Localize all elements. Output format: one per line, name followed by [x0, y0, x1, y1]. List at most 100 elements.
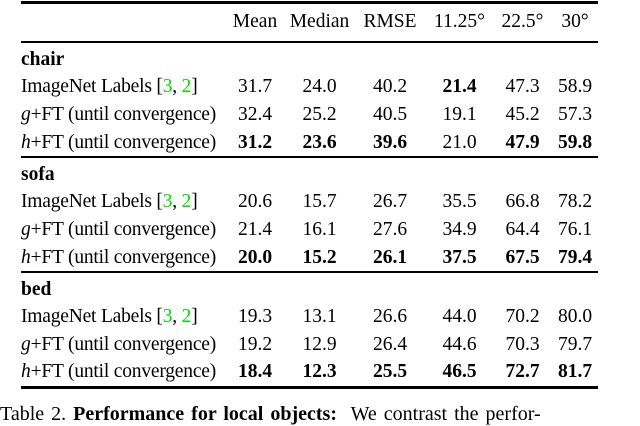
section-header-row: chair — [21, 42, 598, 73]
citation-bracket: ] — [191, 76, 198, 97]
metric-value: 44.0 — [442, 306, 477, 327]
metric-value: 66.8 — [505, 191, 540, 212]
metric-value: 19.3 — [237, 306, 273, 327]
metric-value: 47.3 — [505, 76, 540, 97]
method-text: +FT (until convergence) — [30, 361, 217, 383]
metric-value: 31.2 — [237, 131, 273, 153]
metric-value: 26.6 — [372, 306, 408, 327]
table-row: ImageNet Labels [3, 2] 20.6 15.7 26.7 35.5 66… — [21, 188, 598, 216]
method-text: +FT (until convergence) — [30, 246, 217, 268]
metric-value: 34.9 — [442, 219, 477, 240]
metric-value: 27.6 — [372, 219, 408, 240]
metric-value: 72.7 — [505, 361, 540, 383]
metric-value: 13.1 — [302, 306, 337, 327]
method-text: +FT (until convergence) — [30, 104, 217, 125]
method-label: ImageNet Labels [3, 2] — [21, 303, 225, 331]
column-header-mean: Mean — [225, 2, 285, 43]
table-row: h+FT (until convergence) 31.2 23.6 39.6 21.0… — [21, 129, 598, 157]
metric-value: 79.7 — [557, 334, 593, 355]
citation-separator: , — [172, 306, 182, 327]
metric-value: 25.5 — [372, 361, 408, 383]
math-symbol: g — [21, 334, 31, 355]
section-sofa: sofa ImageNet Labels [3, 2] 20.6 15.7 26.7 35… — [21, 157, 598, 272]
section-name-chair: chair — [21, 49, 65, 70]
metric-value: 32.4 — [237, 104, 273, 125]
results-table-container: Mean Median RMSE 11.25° 22.5° 30° chair I… — [21, 1, 598, 389]
metric-value: 16.1 — [302, 219, 337, 240]
metric-value: 76.1 — [557, 219, 593, 240]
citation-link[interactable]: 2 — [181, 191, 192, 212]
metric-value: 37.5 — [442, 246, 477, 268]
metric-value: 26.1 — [372, 246, 408, 268]
metric-value: 26.4 — [372, 334, 408, 355]
table-row: ImageNet Labels [3, 2] 19.3 13.1 26.6 44.0 70… — [21, 303, 598, 331]
section-name-sofa: sofa — [21, 164, 55, 185]
math-symbol: g — [21, 104, 31, 125]
table-caption: Table 2. Performance for local objects: … — [0, 403, 640, 426]
metric-value: 26.7 — [372, 191, 408, 212]
metric-value: 79.4 — [557, 246, 593, 268]
section-header-row: bed — [21, 272, 598, 303]
table-row: g+FT (until convergence) 21.4 16.1 27.6 34.9… — [21, 216, 598, 244]
method-label: h+FT (until convergence) — [21, 129, 225, 157]
math-symbol: h — [21, 131, 31, 153]
metric-value: 46.5 — [442, 361, 477, 383]
column-header-11-25deg: 11.25° — [426, 2, 493, 43]
method-label: g+FT (until convergence) — [21, 331, 225, 359]
section-bed: bed ImageNet Labels [3, 2] 19.3 13.1 26.6 44.… — [21, 272, 598, 387]
table-row: h+FT (until convergence) 18.4 12.3 25.5 46.5… — [21, 359, 598, 387]
table-row: ImageNet Labels [3, 2] 31.7 24.0 40.2 21.4 47… — [21, 73, 598, 101]
metric-value: 12.9 — [302, 334, 337, 355]
math-symbol: h — [21, 246, 31, 268]
method-label: h+FT (until convergence) — [21, 359, 225, 387]
results-table: Mean Median RMSE 11.25° 22.5° 30° chair I… — [21, 1, 598, 389]
table-row: g+FT (until convergence) 19.2 12.9 26.4 44.6… — [21, 331, 598, 359]
method-label: g+FT (until convergence) — [21, 101, 225, 129]
metric-value: 40.5 — [372, 104, 408, 125]
method-label: ImageNet Labels [3, 2] — [21, 73, 225, 101]
citation-link[interactable]: 3 — [162, 191, 173, 212]
citation-link[interactable]: 2 — [181, 306, 192, 327]
metric-value: 15.7 — [302, 191, 337, 212]
metric-value: 19.1 — [442, 104, 477, 125]
citation-separator: , — [172, 191, 182, 212]
citation-link[interactable]: 3 — [162, 76, 173, 97]
metric-value: 20.0 — [237, 246, 273, 268]
citation-bracket: [ — [156, 306, 163, 327]
method-text: +FT (until convergence) — [30, 219, 217, 240]
metric-value: 23.6 — [302, 131, 337, 153]
metric-value: 67.5 — [505, 246, 540, 268]
metric-value: 24.0 — [302, 76, 337, 97]
metric-value: 25.2 — [302, 104, 337, 125]
metric-value: 18.4 — [237, 361, 273, 383]
column-header-22-5deg: 22.5° — [493, 2, 552, 43]
table-row: h+FT (until convergence) 20.0 15.2 26.1 37.5… — [21, 244, 598, 272]
column-header-empty — [21, 2, 225, 43]
metric-value: 70.3 — [505, 334, 540, 355]
caption-title: Performance for local objects: — [73, 403, 337, 425]
metric-value: 19.2 — [237, 334, 273, 355]
method-text: ImageNet Labels — [21, 306, 157, 327]
math-symbol: h — [21, 361, 31, 383]
header-row: Mean Median RMSE 11.25° 22.5° 30° — [21, 2, 598, 43]
method-text: +FT (until convergence) — [30, 131, 217, 153]
method-label: h+FT (until convergence) — [21, 244, 225, 272]
column-header-rmse: RMSE — [354, 2, 426, 43]
metric-value: 21.4 — [442, 76, 477, 97]
metric-value: 31.7 — [237, 76, 273, 97]
metric-value: 15.2 — [302, 246, 337, 268]
citation-link[interactable]: 3 — [162, 306, 173, 327]
citation-link[interactable]: 2 — [181, 76, 192, 97]
metric-value: 57.3 — [557, 104, 593, 125]
section-header-row: sofa — [21, 157, 598, 188]
metric-value: 45.2 — [505, 104, 540, 125]
citation-separator: , — [172, 76, 182, 97]
metric-value: 64.4 — [505, 219, 540, 240]
metric-value: 70.2 — [505, 306, 540, 327]
citation-bracket: ] — [191, 306, 198, 327]
metric-value: 81.7 — [557, 361, 593, 383]
metric-value: 59.8 — [557, 131, 593, 153]
section-name-bed: bed — [21, 279, 52, 300]
table-row: g+FT (until convergence) 32.4 25.2 40.5 19.1… — [21, 101, 598, 129]
method-text: ImageNet Labels — [21, 191, 157, 212]
